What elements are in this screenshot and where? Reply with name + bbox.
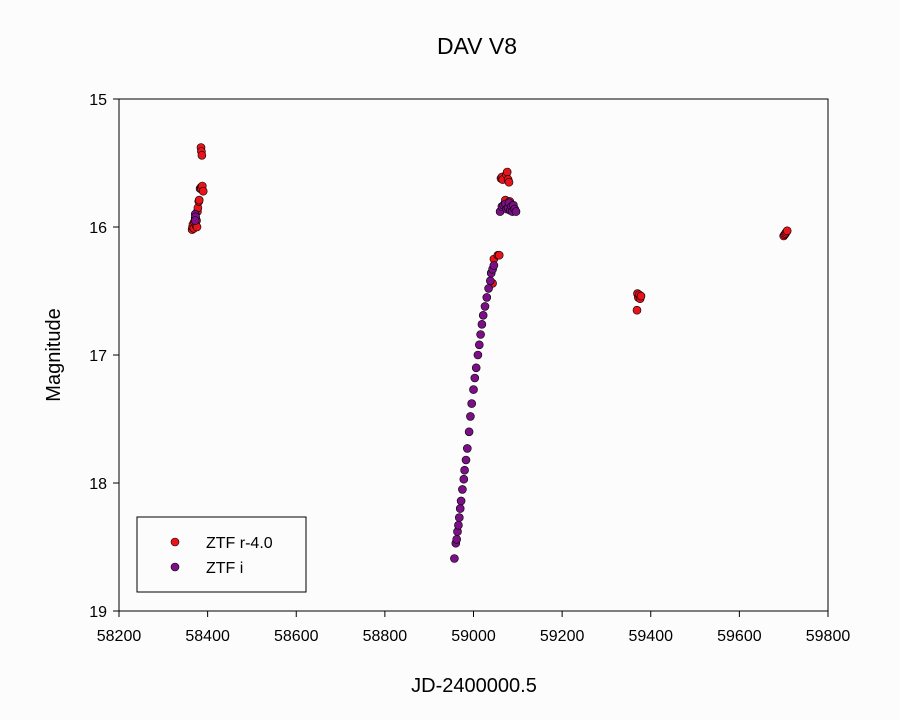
legend-label-ztf-i: ZTF i xyxy=(206,560,243,577)
data-point-ztf-i xyxy=(480,302,490,311)
data-point-ztf-i xyxy=(482,293,492,302)
y-tick-label: 19 xyxy=(89,604,107,621)
y-tick-label: 15 xyxy=(89,92,107,109)
x-tick-label: 58600 xyxy=(274,628,319,645)
data-points xyxy=(187,143,792,563)
x-tick-label: 59400 xyxy=(629,628,674,645)
data-point-ztf-i xyxy=(476,330,485,339)
x-tick-label: 58200 xyxy=(97,628,142,645)
chart-title: DAV V8 xyxy=(437,33,517,59)
data-point-ztf-i xyxy=(454,513,464,522)
data-point-ztf-i xyxy=(456,496,466,506)
data-point-ztf-i xyxy=(478,310,488,320)
data-point-ztf-r xyxy=(782,226,792,236)
data-point-ztf-i xyxy=(455,504,465,513)
data-point-ztf-i xyxy=(471,363,481,373)
data-point-ztf-i xyxy=(462,444,472,453)
legend-label-ztf-r: ZTF r-4.0 xyxy=(206,535,273,552)
data-point-ztf-r xyxy=(194,195,204,205)
data-point-ztf-i xyxy=(474,340,484,350)
data-point-ztf-i xyxy=(454,520,463,530)
y-tick-label: 16 xyxy=(89,220,107,237)
data-point-ztf-r xyxy=(504,177,514,187)
data-point-ztf-i xyxy=(466,412,475,421)
x-tick-label: 58800 xyxy=(363,628,408,645)
x-tick-label: 59600 xyxy=(717,628,762,645)
data-point-ztf-i xyxy=(470,373,480,383)
y-tick-label: 17 xyxy=(89,348,107,365)
x-tick-label: 59200 xyxy=(540,628,585,645)
data-point-ztf-r xyxy=(494,250,504,260)
data-point-ztf-i xyxy=(511,207,521,216)
x-axis-label: JD-2400000.5 xyxy=(411,675,537,697)
data-point-ztf-i xyxy=(477,319,487,329)
data-point-ztf-i xyxy=(464,427,474,437)
data-point-ztf-r xyxy=(198,186,208,196)
x-axis-ticks: 58200 58400 58600 58800 59000 59200 59400 59600… xyxy=(97,611,851,645)
data-point-ztf-i xyxy=(461,455,471,465)
data-point-ztf-r xyxy=(632,305,642,315)
data-point-ztf-i xyxy=(460,465,469,475)
data-point-ztf-i xyxy=(458,485,467,494)
data-point-ztf-r xyxy=(502,167,512,177)
y-axis-ticks: 15 16 17 18 19 xyxy=(89,92,119,621)
data-point-ztf-i xyxy=(450,554,459,563)
data-point-ztf-i xyxy=(473,350,483,360)
data-point-ztf-i xyxy=(459,474,469,484)
y-axis-label: Magnitude xyxy=(43,308,65,401)
x-tick-label: 58400 xyxy=(185,628,230,645)
data-point-ztf-i xyxy=(190,216,200,225)
data-point-ztf-i xyxy=(467,399,477,408)
data-point-ztf-i xyxy=(452,534,462,544)
data-point-ztf-i xyxy=(489,261,499,270)
legend: ZTF r-4.0 ZTF i xyxy=(136,516,307,593)
data-point-ztf-i xyxy=(484,284,493,293)
x-tick-label: 59000 xyxy=(451,628,496,645)
x-tick-label: 59800 xyxy=(806,628,851,645)
y-tick-label: 18 xyxy=(89,476,107,493)
data-point-ztf-r xyxy=(197,151,207,160)
data-point-ztf-i xyxy=(469,385,478,394)
data-point-ztf-r xyxy=(636,291,646,301)
data-point-ztf-i xyxy=(485,276,495,286)
legend-marker-ztf-r xyxy=(170,537,180,547)
legend-marker-ztf-i xyxy=(170,562,180,572)
legend-box xyxy=(136,516,307,593)
